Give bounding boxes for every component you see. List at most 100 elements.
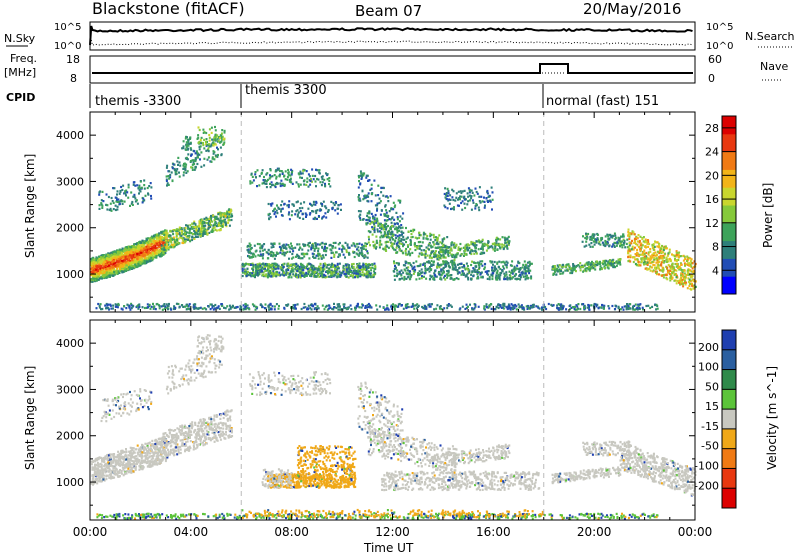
power-cell <box>300 274 303 277</box>
power-cell <box>140 243 143 246</box>
power-cell <box>132 266 135 269</box>
power-cell <box>254 274 256 277</box>
power-cell <box>142 245 145 248</box>
power-cell <box>386 245 389 248</box>
power-cell <box>367 241 370 244</box>
power-cell <box>354 269 357 272</box>
power-cell <box>187 238 190 241</box>
power-cell <box>252 273 255 276</box>
power-cell <box>314 216 317 219</box>
power-cell <box>320 184 323 187</box>
power-cell <box>302 243 305 246</box>
power-cell <box>364 194 367 197</box>
power-cell <box>380 234 383 237</box>
power-cell <box>452 198 455 202</box>
power-cell <box>197 134 200 137</box>
power-cell <box>140 248 143 251</box>
power-cell <box>247 273 250 277</box>
power-cell <box>130 202 133 205</box>
power-cell <box>286 176 289 179</box>
power-cell <box>334 268 337 271</box>
power-cell <box>520 271 523 274</box>
power-cell <box>264 275 267 278</box>
power-cell <box>426 238 429 241</box>
power-cell <box>296 243 299 246</box>
power-cell <box>95 277 98 280</box>
power-cell <box>486 277 489 280</box>
power-cell <box>476 273 479 276</box>
power-cell <box>341 244 344 247</box>
power-cell <box>444 187 447 190</box>
power-cell <box>303 275 306 278</box>
power-cell <box>286 178 289 181</box>
power-cell <box>110 274 113 277</box>
power-cell <box>307 173 310 176</box>
power-cell <box>145 256 148 259</box>
power-cell <box>275 169 278 172</box>
power-cell <box>185 144 188 147</box>
power-cell <box>156 236 159 239</box>
power-cell <box>322 270 325 273</box>
power-cell <box>383 213 386 216</box>
power-cell <box>215 229 218 232</box>
power-cell <box>466 243 469 246</box>
power-cell <box>405 277 408 280</box>
power-cell <box>369 263 372 267</box>
power-cell <box>285 273 288 276</box>
power-cell <box>306 180 309 183</box>
power-cell <box>295 263 298 266</box>
power-cell <box>100 271 103 274</box>
power-cell <box>305 170 308 173</box>
power-cell <box>417 264 420 268</box>
power-cell <box>104 273 107 276</box>
power-cell <box>500 261 503 264</box>
radar-title: Blackstone (fitACF) <box>92 0 245 18</box>
power-cell <box>564 269 567 272</box>
power-cell <box>186 136 188 139</box>
power-cell <box>331 251 334 254</box>
power-cell <box>118 192 121 195</box>
power-cell <box>146 253 149 256</box>
power-cell <box>170 246 173 249</box>
power-cell <box>292 263 295 266</box>
power-cell <box>182 147 185 150</box>
power-cell <box>285 270 288 273</box>
power-cell <box>96 257 99 260</box>
power-cell <box>195 229 198 232</box>
power-cell <box>206 148 209 152</box>
power-cell <box>107 267 110 270</box>
power-cell <box>337 207 340 210</box>
power-cell <box>502 265 505 268</box>
power-cell <box>168 245 171 249</box>
cpid-segment-1: themis 3300 <box>245 83 327 98</box>
power-cell <box>98 204 101 207</box>
power-cell <box>297 185 300 188</box>
power-cell <box>491 242 494 245</box>
power-cell <box>458 271 461 274</box>
power-cell <box>151 259 154 262</box>
power-cell <box>357 186 360 189</box>
power-cell <box>277 206 280 209</box>
power-cell <box>342 246 345 249</box>
power-cell <box>153 234 156 237</box>
power-cell <box>270 246 273 249</box>
power-cell <box>223 131 226 134</box>
power-cell <box>151 248 154 251</box>
power-cell <box>306 268 309 271</box>
power-cell <box>340 208 342 211</box>
power-cell <box>146 244 150 247</box>
power-cell <box>398 229 401 232</box>
power-cell <box>414 245 417 248</box>
power-cell <box>189 240 192 243</box>
power-cell <box>357 268 360 271</box>
power-cell <box>214 220 217 224</box>
power-cell <box>140 186 143 189</box>
power-cell <box>418 277 421 280</box>
power-cell <box>449 194 452 197</box>
power-cell <box>204 143 207 146</box>
power-cell <box>309 202 311 205</box>
power-cell <box>136 253 139 256</box>
power-cell <box>443 270 445 274</box>
power-cell <box>296 209 299 212</box>
power-cell <box>410 274 413 277</box>
